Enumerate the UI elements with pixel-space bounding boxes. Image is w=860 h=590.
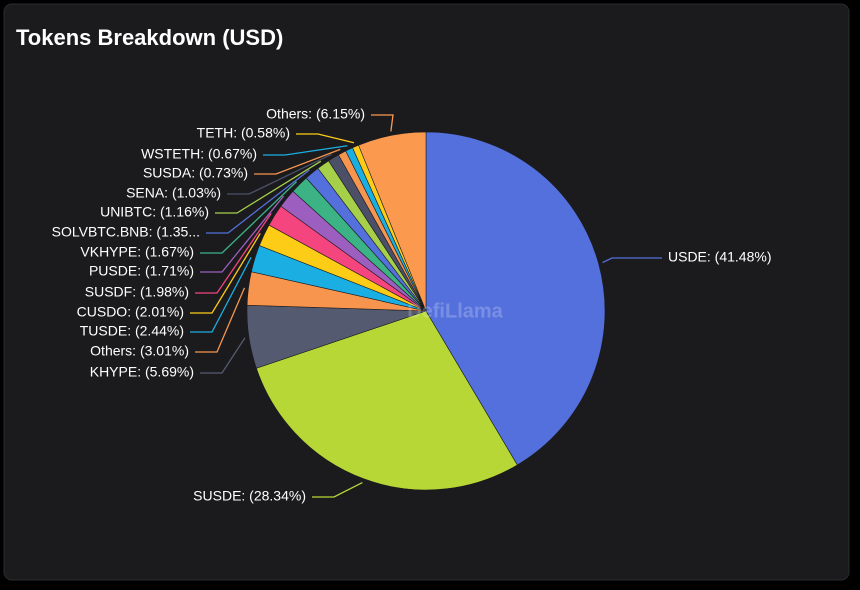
pie-slice bbox=[425, 131, 606, 466]
slice-label: TUSDE: (2.44%) bbox=[80, 323, 184, 339]
slice-label: SOLVBTC.BNB: (1.35... bbox=[52, 224, 200, 240]
chart-title: Tokens Breakdown (USD) bbox=[16, 25, 283, 50]
slice-label: SUSDF: (1.98%) bbox=[85, 284, 189, 300]
slice-label: Others: (6.15%) bbox=[266, 106, 365, 122]
pie-slice bbox=[358, 131, 427, 312]
leader-line bbox=[206, 169, 310, 234]
leader-line bbox=[190, 256, 252, 333]
leader-line bbox=[312, 482, 363, 498]
slice-label: Others: (3.01%) bbox=[90, 343, 189, 359]
leader-line bbox=[215, 160, 322, 214]
slice-label: KHYPE: (5.69%) bbox=[90, 364, 194, 380]
slice-label: VKHYPE: (1.67%) bbox=[80, 244, 194, 260]
watermark: DefiLlama bbox=[407, 300, 503, 322]
slice-label: UNIBTC: (1.16%) bbox=[100, 204, 209, 220]
slice-label: USDE: (41.48%) bbox=[668, 249, 771, 265]
leader-line bbox=[227, 153, 332, 195]
leader-line bbox=[200, 337, 246, 374]
slice-label: PUSDE: (1.71%) bbox=[89, 263, 194, 279]
leader-line bbox=[190, 233, 261, 314]
leader-line bbox=[263, 145, 348, 156]
leader-line bbox=[296, 133, 355, 144]
pie-slice bbox=[256, 310, 518, 491]
leader-line bbox=[254, 148, 341, 175]
slice-label: WSTETH: (0.67%) bbox=[141, 146, 257, 162]
leader-line bbox=[195, 287, 246, 353]
slice-label: SENA: (1.03%) bbox=[126, 185, 221, 201]
slice-label: TETH: (0.58%) bbox=[197, 125, 290, 141]
leader-line bbox=[200, 181, 298, 254]
leader-line bbox=[195, 212, 272, 294]
leader-line bbox=[200, 195, 285, 273]
leader-line bbox=[602, 257, 662, 264]
slice-label: SUSDA: (0.73%) bbox=[143, 165, 248, 181]
slice-label: CUSDO: (2.01%) bbox=[77, 304, 184, 320]
leader-line bbox=[371, 114, 394, 132]
slice-label: SUSDE: (28.34%) bbox=[193, 488, 306, 504]
